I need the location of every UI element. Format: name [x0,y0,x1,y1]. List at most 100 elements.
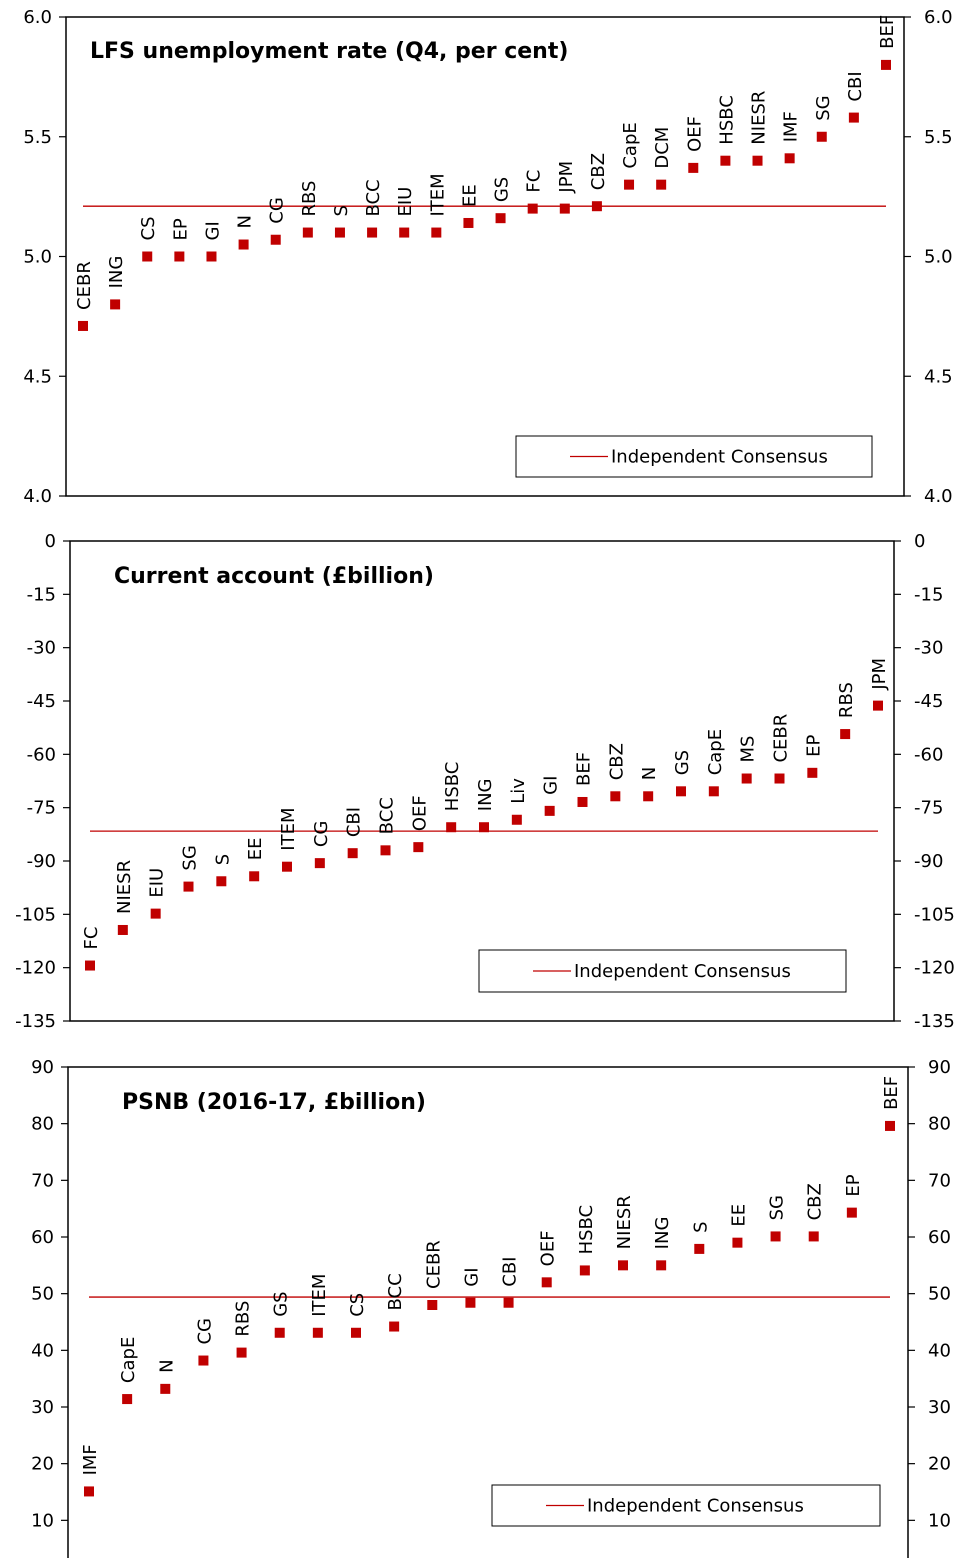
y-tick-label-left: 80 [31,1114,54,1135]
point-label: EE [728,1204,749,1227]
point-label: CEBR [771,714,792,763]
point-label: CapE [118,1337,139,1383]
data-point [413,842,424,853]
point-label: CEBR [423,1240,444,1289]
y-tick-label-right: -120 [914,958,955,979]
data-point [816,131,827,142]
point-label: ITEM [309,1274,330,1317]
point-label: SG [813,95,834,120]
data-point [236,1347,247,1358]
y-tick-label-left: 40 [31,1340,54,1361]
y-tick-label-right: 4.0 [924,486,953,507]
data-point [84,1486,94,1497]
y-tick-label-left: -135 [15,1011,56,1032]
point-label: EP [170,218,191,240]
plot-frame [67,1066,909,1558]
data-point [122,1394,133,1405]
y-tick-label-right: -105 [914,904,955,925]
y-tick-label-left: 20 [31,1454,54,1475]
point-label: S [212,854,233,865]
data-point [577,796,588,807]
data-point [183,881,194,892]
y-tick-label-right: 30 [928,1397,951,1418]
legend: Independent Consensus [478,949,847,993]
data-point [206,251,217,262]
point-label: N [156,1359,177,1372]
data-point [610,791,621,802]
y-tick-label-left: 4.5 [23,366,52,387]
data-point [591,201,602,212]
point-label: OEF [409,795,430,831]
data-point [150,908,161,919]
point-label: CG [194,1318,215,1345]
y-tick-label-left: 50 [31,1284,54,1305]
point-label: DCM [652,127,673,169]
y-tick-label-right: 5.5 [924,127,953,148]
data-point [380,845,391,856]
y-tick-label-right: 0 [914,531,925,552]
y-tick-label-right: -60 [914,744,943,765]
data-point [511,814,522,825]
y-tick-label-right: 10 [928,1510,951,1531]
y-tick-label-left: -30 [27,638,56,659]
data-point [885,1120,895,1131]
y-tick-label-right: 4.5 [924,366,953,387]
point-label: EP [803,734,824,756]
data-point [465,1297,476,1308]
y-tick-label-right: 40 [928,1340,951,1361]
data-point [274,1327,285,1338]
point-label: ING [106,256,127,289]
unemployment-chart: 4.0 4.0 4.5 4.5 5.0 5.0 5.5 5.5 6.0 6.0 LFS unempl… [23,7,953,507]
point-label: CapE [705,729,726,775]
data-point [881,59,891,70]
data-point [479,822,489,833]
psnb-chart: 00101020203030404050506060707080809090PS… [31,1057,951,1558]
data-point [808,1231,819,1242]
data-point [347,848,358,859]
point-label: Liv [508,778,529,804]
data-point [784,153,795,164]
data-point [741,773,752,784]
data-point [873,700,883,711]
y-tick-label-left: -105 [15,904,56,925]
point-label: CBI [344,807,365,837]
data-point [656,1260,667,1271]
plot-frame [65,16,905,497]
point-label: EIU [147,868,168,898]
point-label: BEF [574,752,595,786]
y-tick-label-left: 0 [45,531,56,552]
data-point [848,112,859,123]
y-tick-label-left: 5.5 [23,127,52,148]
data-point [770,1231,781,1242]
data-point [367,227,378,238]
point-label: SG [767,1195,788,1220]
y-tick-label-left: 60 [31,1227,54,1248]
y-tick-label-left: 90 [31,1057,54,1078]
point-label: EE [459,184,480,207]
y-tick-label-right: -75 [914,798,943,819]
point-label: N [639,767,660,780]
data-point [431,227,442,238]
data-point [774,773,785,784]
y-tick-label-left: -75 [27,798,56,819]
point-label: JPM [869,658,890,691]
data-point [302,227,313,238]
data-point [334,227,345,238]
point-label: EIU [395,187,416,217]
data-point [238,239,249,250]
point-label: MS [738,736,759,763]
data-point [427,1300,438,1310]
point-label: GI [541,776,562,795]
point-label: CBI [845,71,866,101]
data-point [142,251,153,262]
data-point [541,1277,552,1288]
data-point [495,213,506,224]
y-tick-label-right: 5.0 [924,247,953,268]
point-label: GS [271,1291,292,1316]
point-label: CEBR [74,261,95,310]
data-point [694,1243,705,1254]
y-tick-label-left: -45 [27,691,56,712]
y-tick-label-left: -90 [27,851,56,872]
point-label: S [331,205,352,216]
